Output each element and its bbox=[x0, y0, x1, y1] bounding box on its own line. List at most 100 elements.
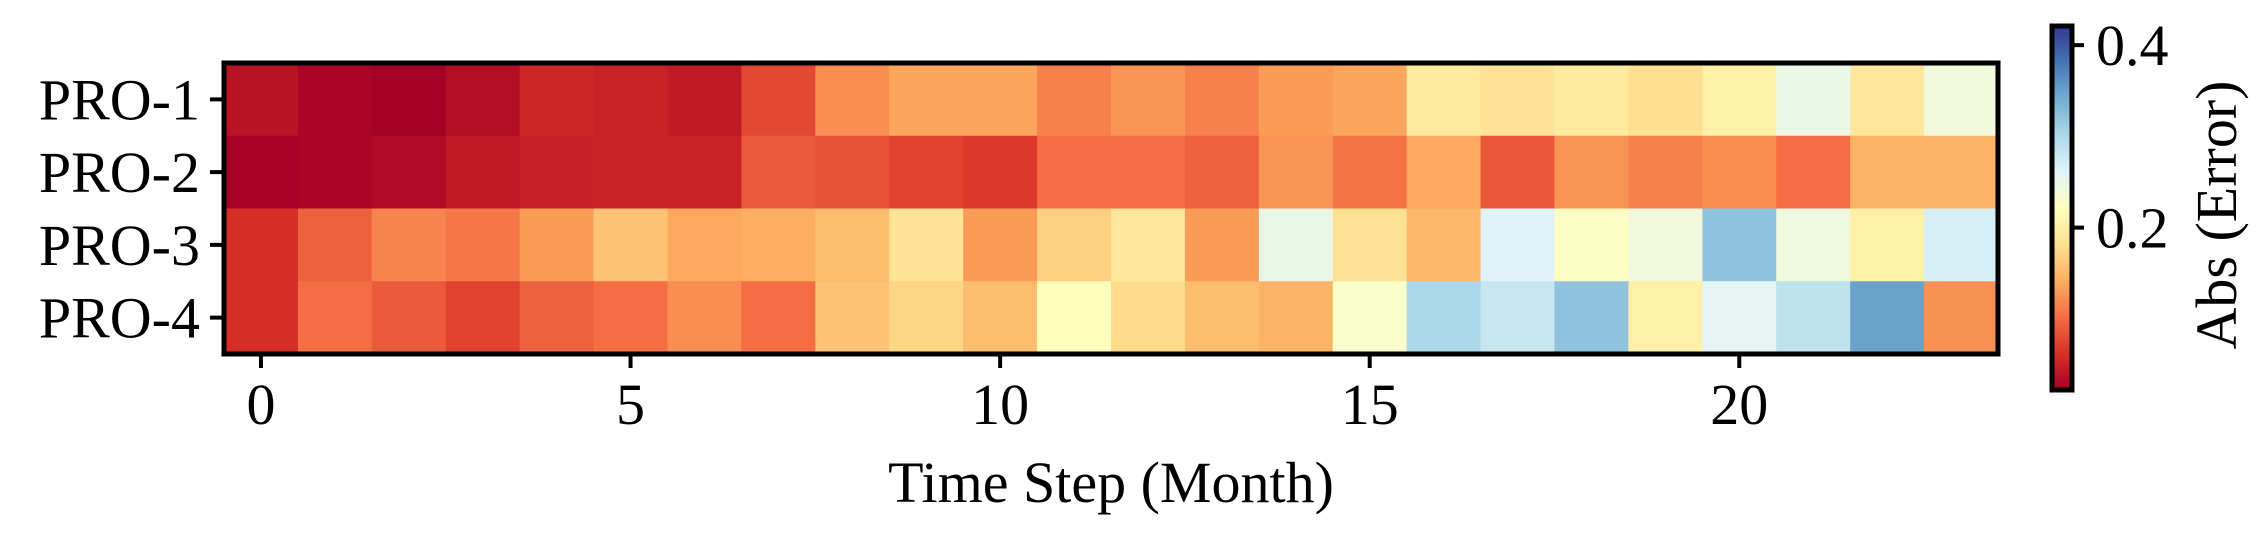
heatmap-cell bbox=[593, 63, 669, 137]
heatmap-cell bbox=[371, 63, 447, 137]
heatmap-cell bbox=[741, 281, 816, 355]
heatmap-cell bbox=[1111, 208, 1186, 282]
heatmap-cell bbox=[1776, 63, 1851, 137]
heatmap-cell bbox=[815, 135, 890, 210]
heatmap-cell bbox=[297, 281, 373, 355]
heatmap-cell bbox=[1406, 281, 1482, 355]
heatmap-cell bbox=[224, 208, 299, 282]
x-axis: 0 5 10 15 20 bbox=[246, 354, 1768, 437]
heatmap-cell bbox=[1111, 135, 1186, 210]
heatmap-cell bbox=[371, 135, 447, 210]
heatmap-cell bbox=[1184, 281, 1260, 355]
heatmap-cell bbox=[519, 208, 595, 282]
heatmap-cell bbox=[889, 281, 964, 355]
heatmap-cell bbox=[889, 135, 964, 210]
colorbar-gradient bbox=[2049, 23, 2075, 393]
heatmap-cell bbox=[445, 281, 521, 355]
heatmap-cell bbox=[1628, 63, 1703, 137]
heatmap-cell bbox=[1850, 63, 1925, 137]
heatmap-cell bbox=[1480, 281, 1556, 355]
x-tick-label: 20 bbox=[1710, 372, 1768, 437]
heatmap-cell bbox=[1924, 63, 1999, 137]
heatmap-cell bbox=[1628, 208, 1703, 282]
heatmap-cell bbox=[1480, 208, 1556, 282]
heatmap-cell bbox=[1554, 135, 1630, 210]
heatmap-cell bbox=[1332, 135, 1408, 210]
heatmap-cell bbox=[1554, 63, 1630, 137]
heatmap-cell bbox=[815, 208, 890, 282]
heatmap-cell bbox=[1037, 281, 1112, 355]
heatmap-cell bbox=[593, 281, 669, 355]
heatmap-cell bbox=[593, 208, 669, 282]
heatmap-cell bbox=[1258, 135, 1334, 210]
y-tick-label: PRO-4 bbox=[39, 286, 200, 351]
x-tick-label: 0 bbox=[246, 372, 275, 437]
heatmap-cell bbox=[1776, 135, 1851, 210]
heatmap-cell bbox=[371, 208, 447, 282]
heatmap-cell bbox=[1184, 208, 1260, 282]
heatmap-cell bbox=[297, 135, 373, 210]
heatmap-cell bbox=[1702, 281, 1777, 355]
heatmap-cell bbox=[1111, 281, 1186, 355]
heatmap-cell bbox=[815, 281, 890, 355]
heatmap-cell bbox=[963, 135, 1038, 210]
heatmap-cell bbox=[1554, 208, 1630, 282]
heatmap-cell bbox=[1702, 135, 1777, 210]
heatmap-cell bbox=[1628, 135, 1703, 210]
heatmap-cell bbox=[667, 208, 743, 282]
colorbar-tick-label: 0.2 bbox=[2096, 196, 2169, 261]
y-tick-label: PRO-3 bbox=[39, 213, 200, 278]
heatmap-cell bbox=[889, 208, 964, 282]
heatmap-cell bbox=[1406, 135, 1482, 210]
x-tick-label: 15 bbox=[1341, 372, 1399, 437]
heatmap-cell bbox=[1702, 208, 1777, 282]
x-tick-label: 5 bbox=[616, 372, 645, 437]
heatmap-cell bbox=[1184, 63, 1260, 137]
heatmap-cells bbox=[224, 63, 1999, 355]
y-tick-label: PRO-2 bbox=[39, 140, 200, 205]
heatmap-cell bbox=[741, 63, 816, 137]
heatmap-cell bbox=[1924, 208, 1999, 282]
heatmap-cell bbox=[815, 63, 890, 137]
heatmap-cell bbox=[297, 208, 373, 282]
heatmap-cell bbox=[519, 63, 595, 137]
x-axis-label: Time Step (Month) bbox=[888, 450, 1334, 515]
heatmap-cell bbox=[1332, 63, 1408, 137]
heatmap-cell bbox=[667, 135, 743, 210]
heatmap-cell bbox=[1850, 281, 1925, 355]
heatmap-cell bbox=[1406, 63, 1482, 137]
colorbar: 0.2 0.4 Abs (Error) bbox=[2049, 13, 2249, 393]
heatmap-cell bbox=[1850, 135, 1925, 210]
heatmap-cell bbox=[224, 135, 299, 210]
heatmap-cell bbox=[1554, 281, 1630, 355]
heatmap-cell bbox=[963, 208, 1038, 282]
x-tick-label: 10 bbox=[971, 372, 1029, 437]
y-axis: PRO-1 PRO-2 PRO-3 PRO-4 bbox=[39, 67, 224, 351]
heatmap-cell bbox=[1332, 281, 1408, 355]
heatmap-cell bbox=[445, 63, 521, 137]
colorbar-tick-label: 0.4 bbox=[2096, 13, 2169, 78]
heatmap-cell bbox=[1850, 208, 1925, 282]
heatmap-cell bbox=[445, 208, 521, 282]
heatmap-cell bbox=[1480, 63, 1556, 137]
heatmap-cell bbox=[519, 135, 595, 210]
heatmap-cell bbox=[1406, 208, 1482, 282]
heatmap-cell bbox=[667, 281, 743, 355]
heatmap-cell bbox=[1480, 135, 1556, 210]
heatmap-cell bbox=[224, 281, 299, 355]
heatmap-cell bbox=[1037, 208, 1112, 282]
y-tick-label: PRO-1 bbox=[39, 67, 200, 132]
heatmap-cell bbox=[1702, 63, 1777, 137]
heatmap-cell bbox=[1924, 135, 1999, 210]
heatmap-cell bbox=[1111, 63, 1186, 137]
heatmap-cell bbox=[1776, 208, 1851, 282]
heatmap-cell bbox=[1628, 281, 1703, 355]
heatmap-cell bbox=[1258, 208, 1334, 282]
heatmap-cell bbox=[445, 135, 521, 210]
heatmap-cell bbox=[1037, 63, 1112, 137]
heatmap-cell bbox=[1037, 135, 1112, 210]
heatmap-cell bbox=[224, 63, 299, 137]
heatmap-cell bbox=[889, 63, 964, 137]
colorbar-ticks: 0.2 0.4 bbox=[2072, 13, 2169, 261]
